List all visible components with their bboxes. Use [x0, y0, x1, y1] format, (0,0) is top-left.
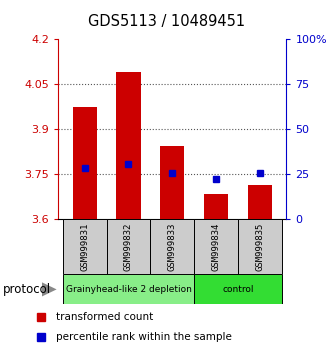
Text: GSM999831: GSM999831: [80, 223, 89, 271]
Text: Grainyhead-like 2 depletion: Grainyhead-like 2 depletion: [66, 285, 191, 294]
Bar: [194, 274, 282, 304]
Bar: [194, 219, 238, 274]
Bar: [63, 219, 107, 274]
Bar: [248, 185, 272, 219]
Text: percentile rank within the sample: percentile rank within the sample: [57, 332, 232, 342]
Text: GSM999832: GSM999832: [124, 223, 133, 271]
Bar: [204, 194, 228, 219]
Bar: [117, 72, 141, 219]
Text: control: control: [222, 285, 254, 294]
Text: transformed count: transformed count: [57, 312, 154, 322]
Text: protocol: protocol: [3, 283, 52, 296]
Bar: [63, 274, 194, 304]
Bar: [73, 107, 97, 219]
Bar: [151, 219, 194, 274]
Text: GDS5113 / 10489451: GDS5113 / 10489451: [88, 14, 245, 29]
Text: GSM999834: GSM999834: [212, 223, 221, 271]
Bar: [238, 219, 282, 274]
Bar: [160, 146, 184, 219]
Text: GSM999833: GSM999833: [168, 223, 177, 271]
Text: GSM999835: GSM999835: [255, 223, 264, 271]
Bar: [107, 219, 151, 274]
Polygon shape: [42, 282, 57, 297]
